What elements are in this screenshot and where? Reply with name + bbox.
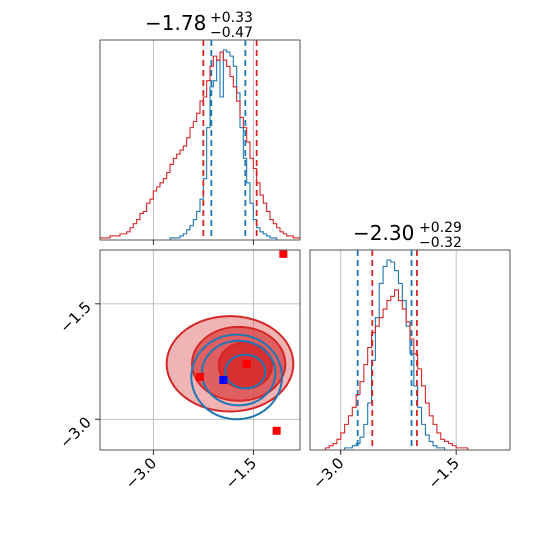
joint-marker-1 (196, 372, 204, 381)
hist2-frame (309, 249, 511, 451)
param2-title-value: −2.30 (353, 221, 414, 245)
joint-contour-blue-2 (224, 353, 267, 390)
joint-frame (99, 249, 301, 451)
hist2-histogram-series-1 (310, 289, 510, 450)
joint-xtick-label-0: −3.0 (122, 454, 160, 492)
param1-title: −1.78 +0.33 −0.47 (145, 10, 253, 41)
hist1-histogram-series-0 (100, 49, 300, 240)
param1-title-value: −1.78 (145, 11, 206, 35)
joint-2d-panel (99, 249, 301, 451)
hist2-xtick-label-1: −1.5 (424, 454, 462, 492)
joint-contour-blue-0 (190, 333, 284, 421)
hist1-frame (99, 39, 301, 241)
joint-marker-2 (242, 359, 251, 368)
histogram-param1-panel (99, 39, 301, 241)
histogram-param2-panel (309, 249, 511, 451)
param2-title: −2.30 +0.29 −0.32 (353, 220, 462, 251)
joint-ytick-label-1: −1.5 (56, 298, 94, 336)
param1-title-plus: +0.33 (210, 10, 253, 26)
param2-title-plus: +0.29 (419, 220, 462, 236)
hist2-histogram-series-0 (310, 259, 510, 450)
joint-marker-4 (279, 249, 288, 258)
joint-ytick-label-0: −3.0 (56, 413, 94, 451)
hist2-xtick-label-0: −3.0 (309, 454, 347, 492)
joint-marker-0 (219, 376, 228, 384)
joint-marker-3 (272, 426, 281, 435)
param1-title-minus: −0.47 (210, 25, 253, 41)
param2-title-minus: −0.32 (419, 235, 462, 251)
joint-xtick-label-1: −1.5 (222, 454, 260, 492)
